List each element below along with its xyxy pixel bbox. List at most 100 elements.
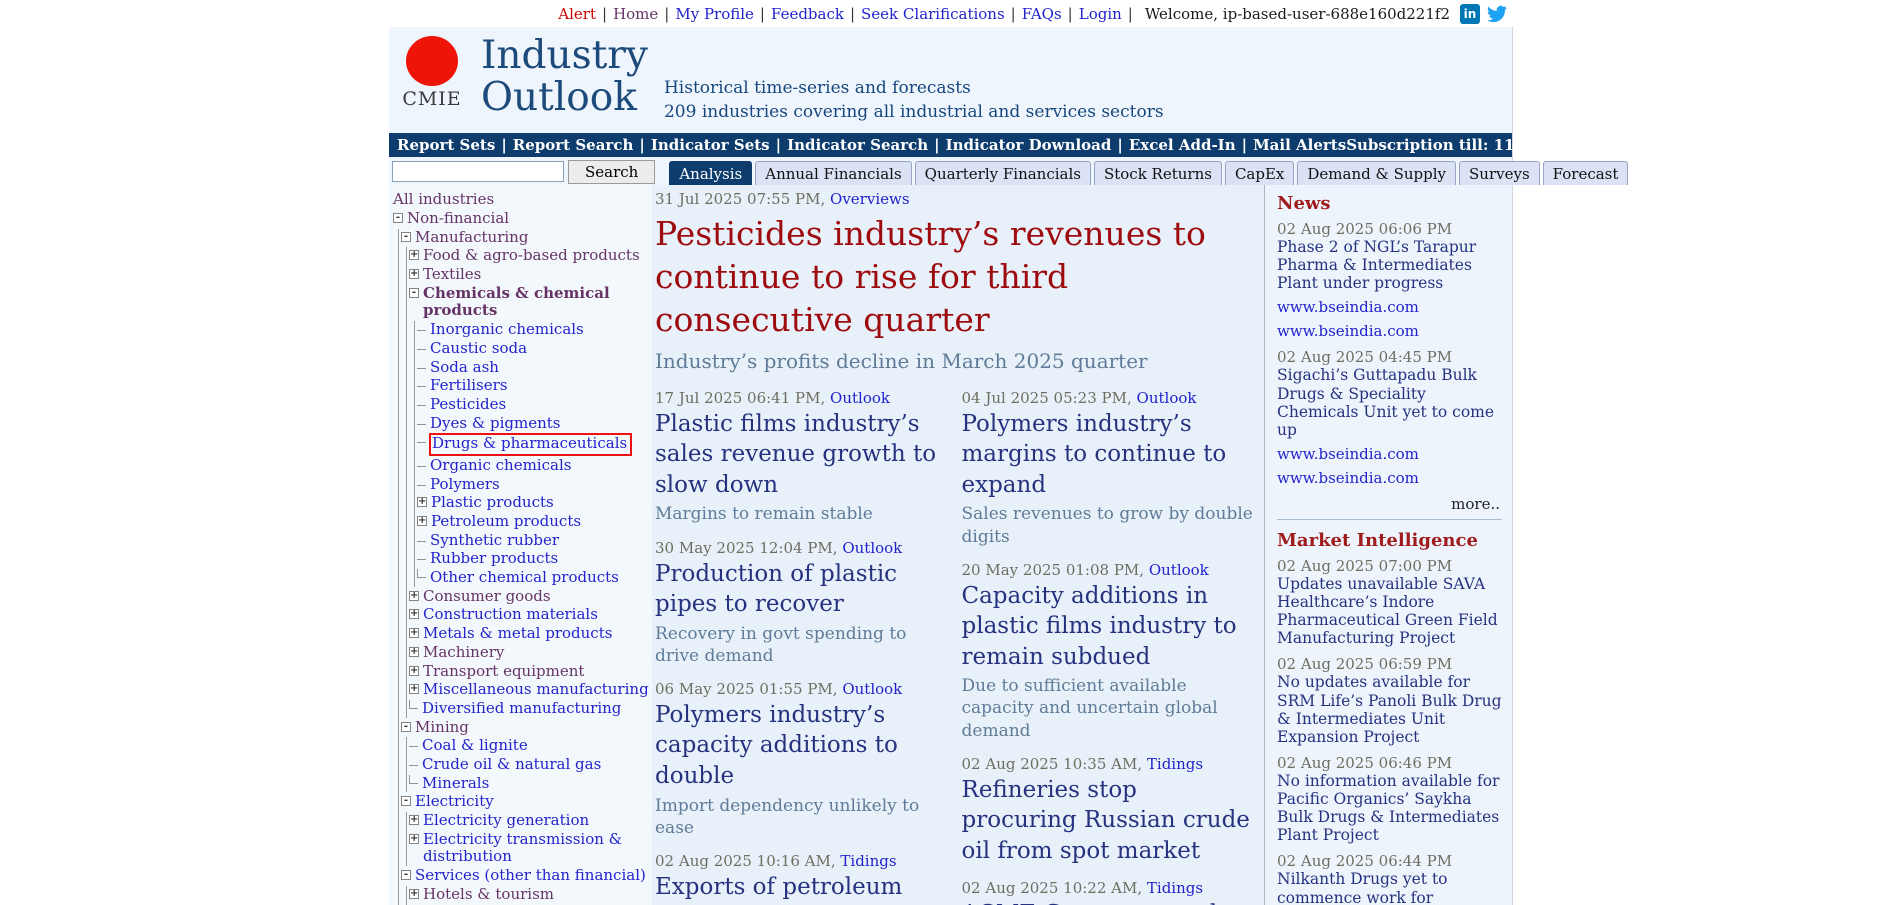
tree-item-metals-metal-products[interactable]: Metals & metal products xyxy=(409,624,650,643)
news-title[interactable]: Phase 2 of NGL’s Tarapur Pharma & Interm… xyxy=(1277,238,1477,293)
tree-item-organic-chemicals[interactable]: Organic chemicals xyxy=(417,456,650,475)
tree-item-caustic-soda[interactable]: Caustic soda xyxy=(417,339,650,358)
tree-item-services-other-than-financial[interactable]: Services (other than financial) xyxy=(401,866,650,885)
news-title[interactable]: No updates available for SRM Life’s Pano… xyxy=(1277,673,1502,746)
tree-link-coal-lignite[interactable]: Coal & lignite xyxy=(422,736,528,755)
tree-item-food-agro-based-products[interactable]: Food & agro-based products xyxy=(409,247,650,265)
tree-item-plastic-products[interactable]: Plastic products xyxy=(417,494,650,512)
expand-icon[interactable] xyxy=(417,516,427,526)
tree-item-electricity-transmission-distribution[interactable]: Electricity transmission & distribution xyxy=(409,830,650,866)
linkedin-icon[interactable]: in xyxy=(1460,3,1480,24)
article-category-link[interactable]: Outlook xyxy=(1148,560,1209,579)
tree-item-coal-lignite[interactable]: Coal & lignite xyxy=(409,737,650,755)
article-title[interactable]: Refineries stop procuring Russian crude … xyxy=(961,776,1250,864)
expand-icon[interactable] xyxy=(409,833,419,844)
tree-link-electricity-generation[interactable]: Electricity generation xyxy=(423,811,590,829)
news-source-link[interactable]: www.bseindia.com xyxy=(1277,322,1419,341)
tree-item-soda-ash[interactable]: Soda ash xyxy=(417,357,650,377)
nav-link-report-search[interactable]: Report Search xyxy=(512,136,634,154)
article-title[interactable]: Production of plastic pipes to recover xyxy=(655,560,898,618)
tree-link-chemicals-chemical-products[interactable]: Chemicals & chemical products xyxy=(423,283,610,320)
tree-item-electricity-generation[interactable]: Electricity generation xyxy=(409,811,650,830)
news-title[interactable]: Updates unavailable SAVA Healthcare’s In… xyxy=(1277,574,1498,648)
collapse-icon[interactable] xyxy=(401,796,411,807)
tree-link-inorganic-chemicals[interactable]: Inorganic chemicals xyxy=(430,320,584,339)
tree-link-machinery[interactable]: Machinery xyxy=(423,642,505,661)
tree-item-wholesale-retail-trading[interactable]: Wholesale & retail trading xyxy=(409,904,650,905)
tree-item-transport-equipment[interactable]: Transport equipment xyxy=(409,662,650,681)
nav-link-excel-add-in[interactable]: Excel Add-In xyxy=(1128,136,1236,154)
article-title[interactable]: Capacity additions in plastic films indu… xyxy=(961,582,1237,670)
news-title[interactable]: Sigachi’s Guttapadu Bulk Drugs & Special… xyxy=(1277,366,1495,439)
article-category-link[interactable]: Outlook xyxy=(842,538,903,557)
tree-item-hotels-tourism[interactable]: Hotels & tourism xyxy=(409,884,650,904)
expand-icon[interactable] xyxy=(409,684,419,695)
article-category-link[interactable]: Outlook xyxy=(830,388,890,407)
tree-link-dyes-pigments[interactable]: Dyes & pigments xyxy=(430,413,561,432)
tree-item-other-chemical-products[interactable]: Other chemical products xyxy=(417,568,650,587)
expand-icon[interactable] xyxy=(409,665,419,676)
tree-item-synthetic-rubber[interactable]: Synthetic rubber xyxy=(417,530,650,550)
featured-category-link[interactable]: Overviews xyxy=(830,190,910,208)
tree-item-polymers[interactable]: Polymers xyxy=(417,475,650,494)
news-title[interactable]: No information available for Pacific Org… xyxy=(1277,771,1500,845)
tab-demand-supply[interactable]: Demand & Supply xyxy=(1297,161,1457,185)
nav-link-indicator-sets[interactable]: Indicator Sets xyxy=(650,136,770,154)
tree-item-diversified-manufacturing[interactable]: Diversified manufacturing xyxy=(409,699,650,718)
topbar-link-home[interactable]: Home xyxy=(613,4,659,23)
tree-item-construction-materials[interactable]: Construction materials xyxy=(409,606,650,624)
article-category-link[interactable]: Outlook xyxy=(842,679,903,698)
collapse-icon[interactable] xyxy=(401,721,411,732)
topbar-link-my-profile[interactable]: My Profile xyxy=(675,4,754,23)
tree-link-soda-ash[interactable]: Soda ash xyxy=(430,357,499,376)
tree-link-services-other-than-financial[interactable]: Services (other than financial) xyxy=(415,866,646,885)
topbar-link-faqs[interactable]: FAQs xyxy=(1021,4,1062,23)
tree-link-synthetic-rubber[interactable]: Synthetic rubber xyxy=(430,530,560,549)
tree-item-minerals[interactable]: Minerals xyxy=(409,774,650,793)
twitter-icon[interactable] xyxy=(1486,4,1508,24)
search-input[interactable] xyxy=(392,161,564,182)
expand-icon[interactable] xyxy=(409,609,419,620)
tree-link-other-chemical-products[interactable]: Other chemical products xyxy=(430,568,619,587)
tree-link-miscellaneous-manufacturing[interactable]: Miscellaneous manufacturing xyxy=(423,680,649,699)
search-button[interactable]: Search xyxy=(568,160,656,184)
expand-icon[interactable] xyxy=(409,590,419,601)
expand-icon[interactable] xyxy=(409,888,419,899)
tree-item-rubber-products[interactable]: Rubber products xyxy=(417,550,650,568)
tree-link-textiles[interactable]: Textiles xyxy=(423,265,482,284)
tree-item-machinery[interactable]: Machinery xyxy=(409,642,650,662)
tree-link-hotels-tourism[interactable]: Hotels & tourism xyxy=(423,884,555,903)
tree-item-fertilisers[interactable]: Fertilisers xyxy=(417,376,650,395)
expand-icon[interactable] xyxy=(409,269,419,280)
tree-link-metals-metal-products[interactable]: Metals & metal products xyxy=(423,624,613,643)
tab-capex[interactable]: CapEx xyxy=(1224,161,1295,185)
topbar-link-feedback[interactable]: Feedback xyxy=(770,4,844,23)
tree-link-wholesale-retail-trading[interactable]: Wholesale & retail trading xyxy=(423,904,625,905)
tree-item-consumer-goods[interactable]: Consumer goods xyxy=(409,587,650,606)
tab-forecast[interactable]: Forecast xyxy=(1542,161,1629,185)
tree-item-textiles[interactable]: Textiles xyxy=(409,265,650,284)
tree-item-non-financial[interactable]: Non-financial xyxy=(393,209,650,228)
tree-link-pesticides[interactable]: Pesticides xyxy=(430,394,507,413)
tree-link-rubber-products[interactable]: Rubber products xyxy=(430,549,559,568)
tree-link-drugs-pharmaceuticals[interactable]: Drugs & pharmaceuticals xyxy=(429,433,633,456)
tree-link-manufacturing[interactable]: Manufacturing xyxy=(415,227,529,246)
tree-link-non-financial[interactable]: Non-financial xyxy=(407,209,510,227)
more-link[interactable]: more.. xyxy=(1451,494,1500,513)
article-title[interactable]: Polymers industry’s capacity additions t… xyxy=(655,701,898,789)
expand-icon[interactable] xyxy=(409,815,419,825)
news-source-link[interactable]: www.bseindia.com xyxy=(1277,468,1419,487)
article-title[interactable]: Plastic films industry’s sales revenue g… xyxy=(655,410,937,498)
tree-item-pesticides[interactable]: Pesticides xyxy=(417,394,650,414)
tree-item-crude-oil-natural-gas[interactable]: Crude oil & natural gas xyxy=(409,754,650,774)
tree-item-all-industries[interactable]: All industries xyxy=(393,190,495,208)
topbar-link-login[interactable]: Login xyxy=(1078,4,1122,23)
expand-icon[interactable] xyxy=(409,646,419,657)
collapse-icon[interactable] xyxy=(401,870,411,881)
tree-link-crude-oil-natural-gas[interactable]: Crude oil & natural gas xyxy=(422,754,602,773)
tree-item-electricity[interactable]: Electricity xyxy=(401,793,650,811)
article-category-link[interactable]: Outlook xyxy=(1136,388,1197,407)
tree-item-miscellaneous-manufacturing[interactable]: Miscellaneous manufacturing xyxy=(409,680,650,699)
tree-item-chemicals-chemical-products[interactable]: Chemicals & chemical products xyxy=(409,283,650,320)
tab-annual-financials[interactable]: Annual Financials xyxy=(755,161,912,185)
